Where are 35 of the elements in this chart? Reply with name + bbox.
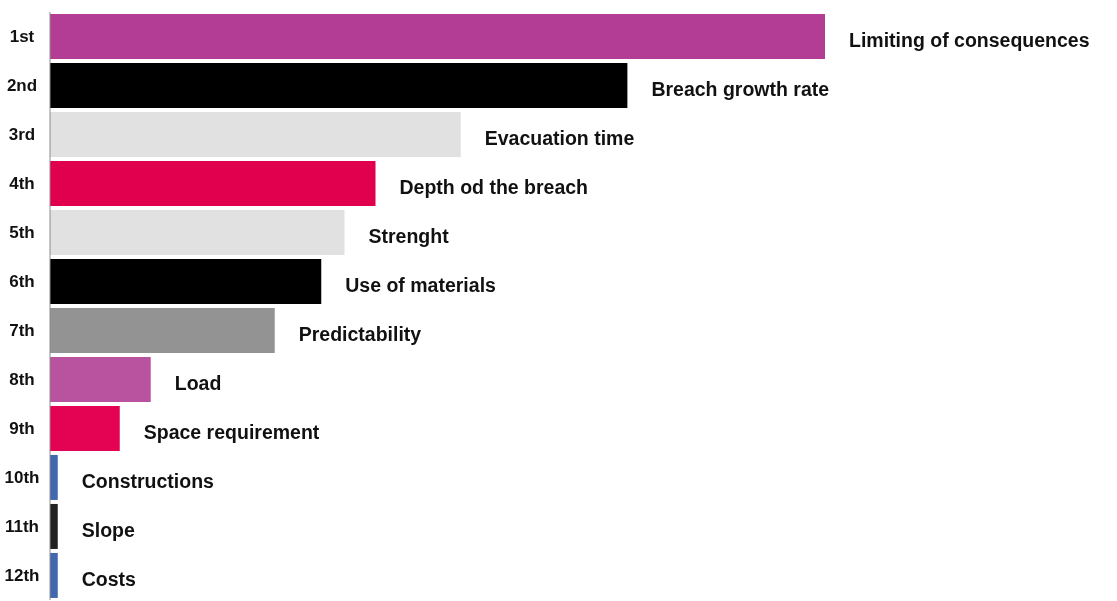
y-tick-label: 9th: [9, 419, 35, 439]
y-tick-label: 2nd: [6, 76, 38, 96]
annotation: Use of materials: [345, 273, 497, 296]
y-tick-label: 10th: [4, 468, 40, 488]
bar: [50, 503, 58, 549]
y-tick-label: 5th: [9, 223, 35, 243]
y-tick-label: 11th: [4, 517, 40, 537]
annotation: Slope: [81, 518, 135, 541]
bar: [50, 111, 461, 157]
bar: [50, 552, 58, 598]
annotation: Space requirement: [143, 420, 320, 443]
y-tick-label: 3rd: [8, 125, 36, 145]
y-tick-label: 6th: [9, 272, 35, 292]
bar: [50, 405, 120, 451]
y-tick-label: 7th: [9, 321, 35, 341]
annotation: Limiting of consequences: [849, 28, 1090, 51]
annotation: Strenght: [368, 224, 450, 247]
annotation: Costs: [81, 567, 137, 590]
annotation: Evacuation time: [484, 126, 635, 149]
annotation: Depth od the breach: [399, 175, 589, 198]
annotation: Predictability: [298, 322, 422, 345]
bar: [50, 356, 151, 402]
bar: [50, 454, 58, 500]
y-tick-label: 1st: [9, 27, 35, 47]
bar: [50, 209, 345, 255]
annotation: Constructions: [81, 469, 215, 492]
bar: [50, 62, 628, 108]
annotation: Load: [174, 371, 222, 394]
y-tick-label: 4th: [9, 174, 35, 194]
bar: [50, 258, 322, 304]
annotation: Breach growth rate: [651, 77, 830, 100]
y-tick-label: 8th: [9, 370, 35, 390]
bar: [50, 13, 825, 59]
y-tick-label: 12th: [4, 566, 40, 586]
bar: [50, 160, 376, 206]
